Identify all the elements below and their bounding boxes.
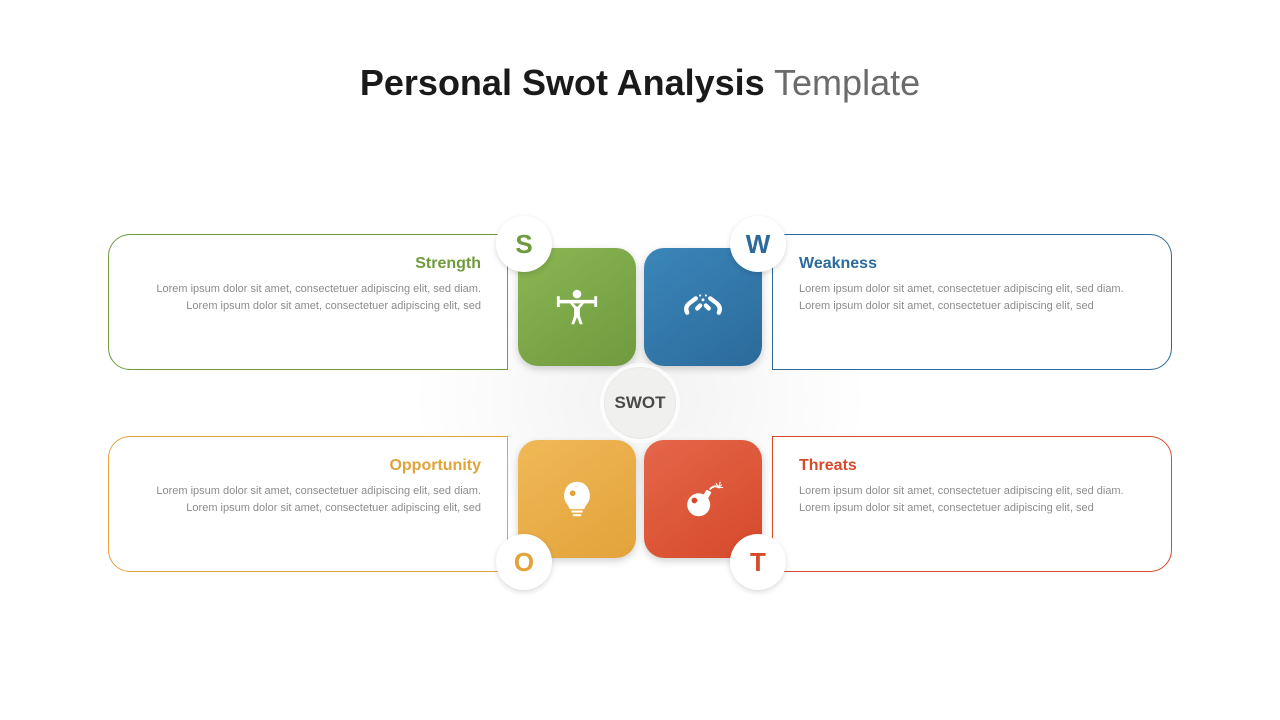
badge-o-letter: O	[514, 547, 534, 578]
heading-opportunity: Opportunity	[135, 457, 481, 475]
title-light: Template	[765, 62, 920, 103]
body-weakness: Lorem ipsum dolor sit amet, consectetuer…	[799, 281, 1145, 315]
badge-t: T	[730, 534, 786, 590]
badge-t-letter: T	[750, 547, 766, 578]
body-threats: Lorem ipsum dolor sit amet, consectetuer…	[799, 483, 1145, 517]
badge-s: S	[496, 216, 552, 272]
weightlifter-icon	[554, 284, 600, 330]
bomb-icon	[680, 476, 726, 522]
page-title: Personal Swot Analysis Template	[0, 62, 1280, 104]
card-strength: Strength Lorem ipsum dolor sit amet, con…	[108, 234, 508, 370]
title-bold: Personal Swot Analysis	[360, 62, 765, 103]
badge-w-letter: W	[746, 229, 771, 260]
card-threats: Threats Lorem ipsum dolor sit amet, cons…	[772, 436, 1172, 572]
body-strength: Lorem ipsum dolor sit amet, consectetuer…	[135, 281, 481, 315]
badge-w: W	[730, 216, 786, 272]
heading-threats: Threats	[799, 457, 1145, 475]
heading-weakness: Weakness	[799, 255, 1145, 273]
center-swot-circle: SWOT	[604, 367, 676, 439]
badge-o: O	[496, 534, 552, 590]
body-opportunity: Lorem ipsum dolor sit amet, consectetuer…	[135, 483, 481, 517]
card-weakness: Weakness Lorem ipsum dolor sit amet, con…	[772, 234, 1172, 370]
badge-s-letter: S	[515, 229, 532, 260]
broken-chain-icon	[680, 284, 726, 330]
card-opportunity: Opportunity Lorem ipsum dolor sit amet, …	[108, 436, 508, 572]
heading-strength: Strength	[135, 255, 481, 273]
lightbulb-icon	[554, 476, 600, 522]
